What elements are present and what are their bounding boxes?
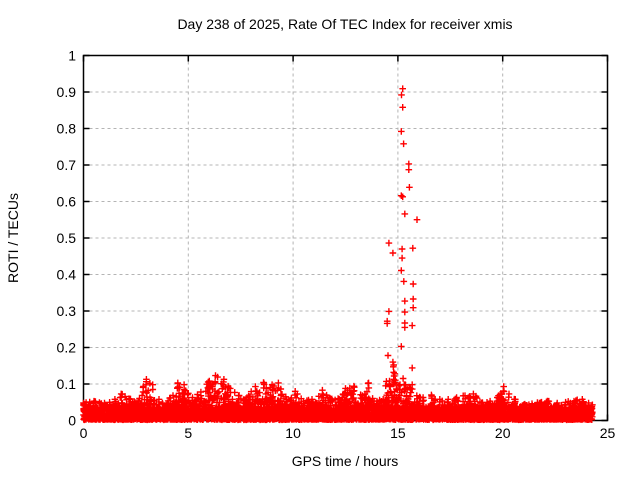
x-tick-label: 10 bbox=[285, 425, 301, 441]
gridlines bbox=[83, 55, 608, 421]
x-tick-label: 25 bbox=[600, 425, 616, 441]
y-axis-label: ROTI / TECUs bbox=[5, 193, 21, 283]
x-tick-label: 5 bbox=[184, 425, 192, 441]
x-tick-label: 0 bbox=[80, 425, 88, 441]
y-tick-label: 0.9 bbox=[57, 84, 77, 100]
y-tick-label: 1 bbox=[68, 48, 76, 64]
y-tick-label: 0.3 bbox=[57, 303, 77, 319]
x-axis-label: GPS time / hours bbox=[292, 453, 399, 469]
x-tick-labels: 0 5 10 15 20 25 bbox=[80, 425, 616, 441]
chart-title: Day 238 of 2025, Rate Of TEC Index for r… bbox=[177, 16, 512, 32]
y-tick-label: 0.4 bbox=[57, 267, 77, 283]
y-tick-labels: 0 0.1 0.2 0.3 0.4 0.5 0.6 0.7 0.8 0.9 1 bbox=[57, 48, 77, 429]
scatter-points-spike bbox=[382, 85, 421, 393]
y-tick-label: 0.8 bbox=[57, 121, 77, 137]
y-tick-label: 0.2 bbox=[57, 340, 77, 356]
y-tick-label: 0.6 bbox=[57, 194, 77, 210]
y-tick-label: 0.1 bbox=[57, 376, 77, 392]
x-tick-label: 20 bbox=[495, 425, 511, 441]
y-tick-label: 0.7 bbox=[57, 157, 77, 173]
scatter-points-baseline bbox=[80, 370, 596, 424]
x-tick-label: 15 bbox=[390, 425, 406, 441]
y-tick-label: 0.5 bbox=[57, 230, 77, 246]
y-tick-label: 0 bbox=[68, 413, 76, 429]
